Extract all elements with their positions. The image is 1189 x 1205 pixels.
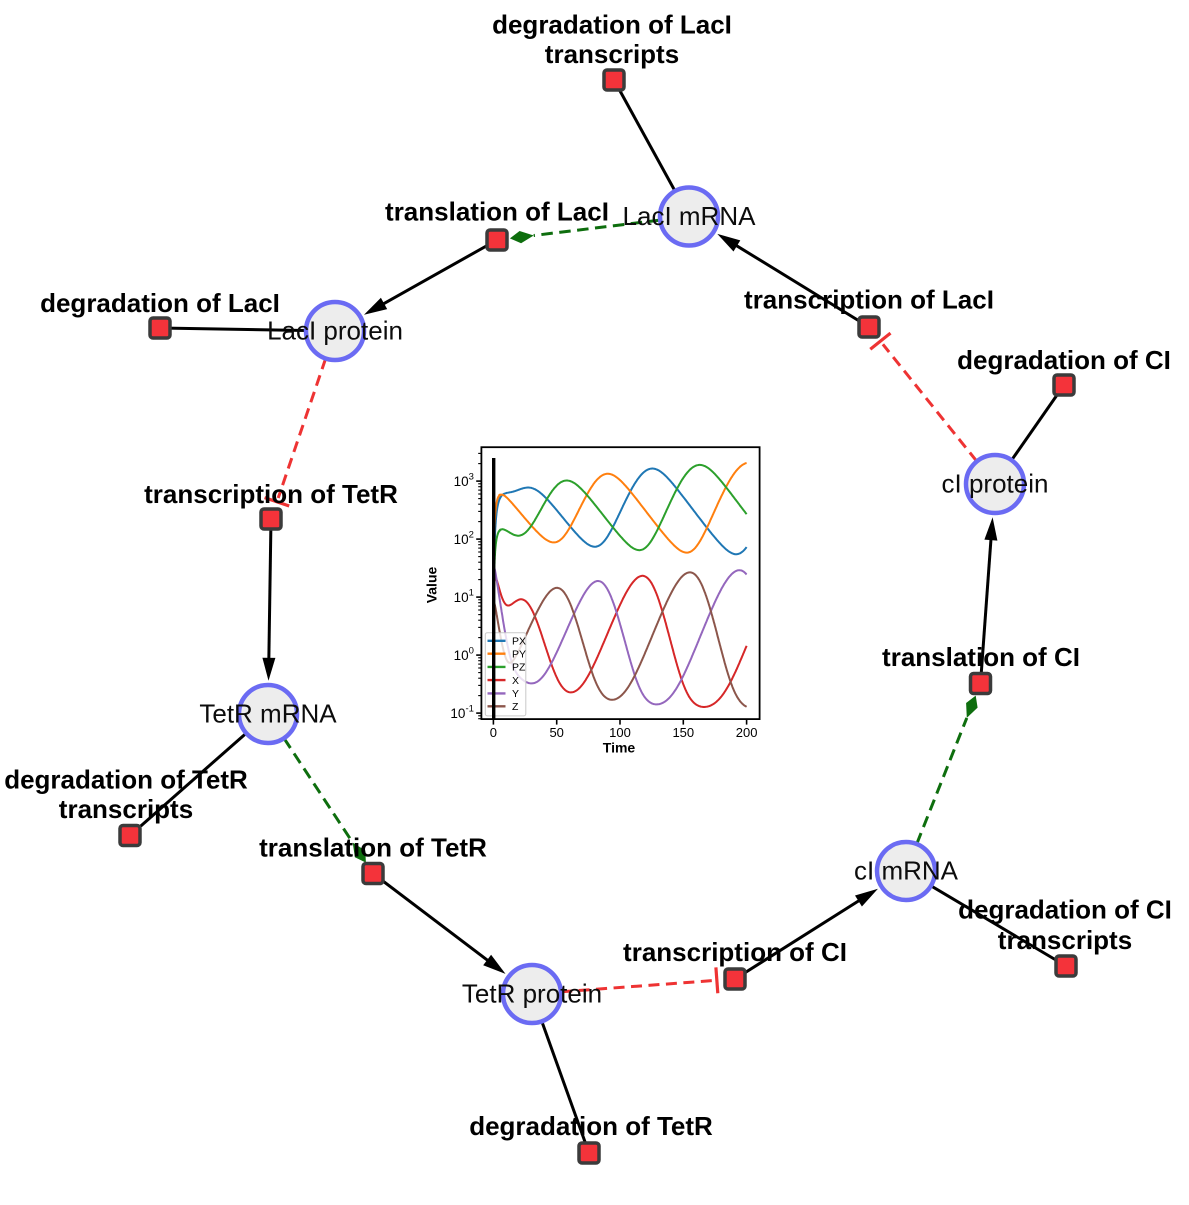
svg-text:X: X xyxy=(512,675,519,687)
svg-text:LacI protein: LacI protein xyxy=(267,316,403,346)
svg-text:translation of TetR: translation of TetR xyxy=(259,832,487,862)
svg-text:cI mRNA: cI mRNA xyxy=(854,856,959,886)
svg-text:TetR mRNA: TetR mRNA xyxy=(199,699,337,729)
svg-text:transcripts: transcripts xyxy=(998,925,1132,955)
svg-text:0: 0 xyxy=(490,725,497,740)
svg-text:transcription of TetR: transcription of TetR xyxy=(144,479,398,509)
svg-text:Z: Z xyxy=(512,701,519,713)
svg-text:cI protein: cI protein xyxy=(942,469,1049,499)
svg-text:degradation of TetR: degradation of TetR xyxy=(4,764,248,794)
svg-text:transcription of LacI: transcription of LacI xyxy=(744,285,994,315)
svg-text:degradation of TetR: degradation of TetR xyxy=(469,1111,713,1141)
svg-text:transcripts: transcripts xyxy=(545,39,679,69)
svg-text:150: 150 xyxy=(672,725,694,740)
svg-text:translation of LacI: translation of LacI xyxy=(385,197,609,227)
svg-text:Value: Value xyxy=(424,567,440,604)
svg-text:TetR protein: TetR protein xyxy=(462,979,602,1009)
svg-text:PX: PX xyxy=(512,636,526,648)
svg-text:translation of CI: translation of CI xyxy=(882,642,1080,672)
svg-text:degradation of LacI: degradation of LacI xyxy=(40,288,280,318)
svg-text:50: 50 xyxy=(549,725,563,740)
svg-text:PY: PY xyxy=(512,649,526,661)
svg-text:transcription of CI: transcription of CI xyxy=(623,937,847,967)
svg-text:200: 200 xyxy=(736,725,758,740)
svg-text:degradation of LacI: degradation of LacI xyxy=(492,9,732,39)
svg-text:LacI mRNA: LacI mRNA xyxy=(623,201,757,231)
svg-text:Y: Y xyxy=(512,688,519,700)
svg-text:Time: Time xyxy=(603,740,636,756)
svg-text:transcripts: transcripts xyxy=(59,794,193,824)
svg-text:100: 100 xyxy=(609,725,631,740)
svg-text:degradation of CI: degradation of CI xyxy=(957,345,1171,375)
svg-text:PZ: PZ xyxy=(512,662,526,674)
svg-text:degradation of CI: degradation of CI xyxy=(958,895,1172,925)
